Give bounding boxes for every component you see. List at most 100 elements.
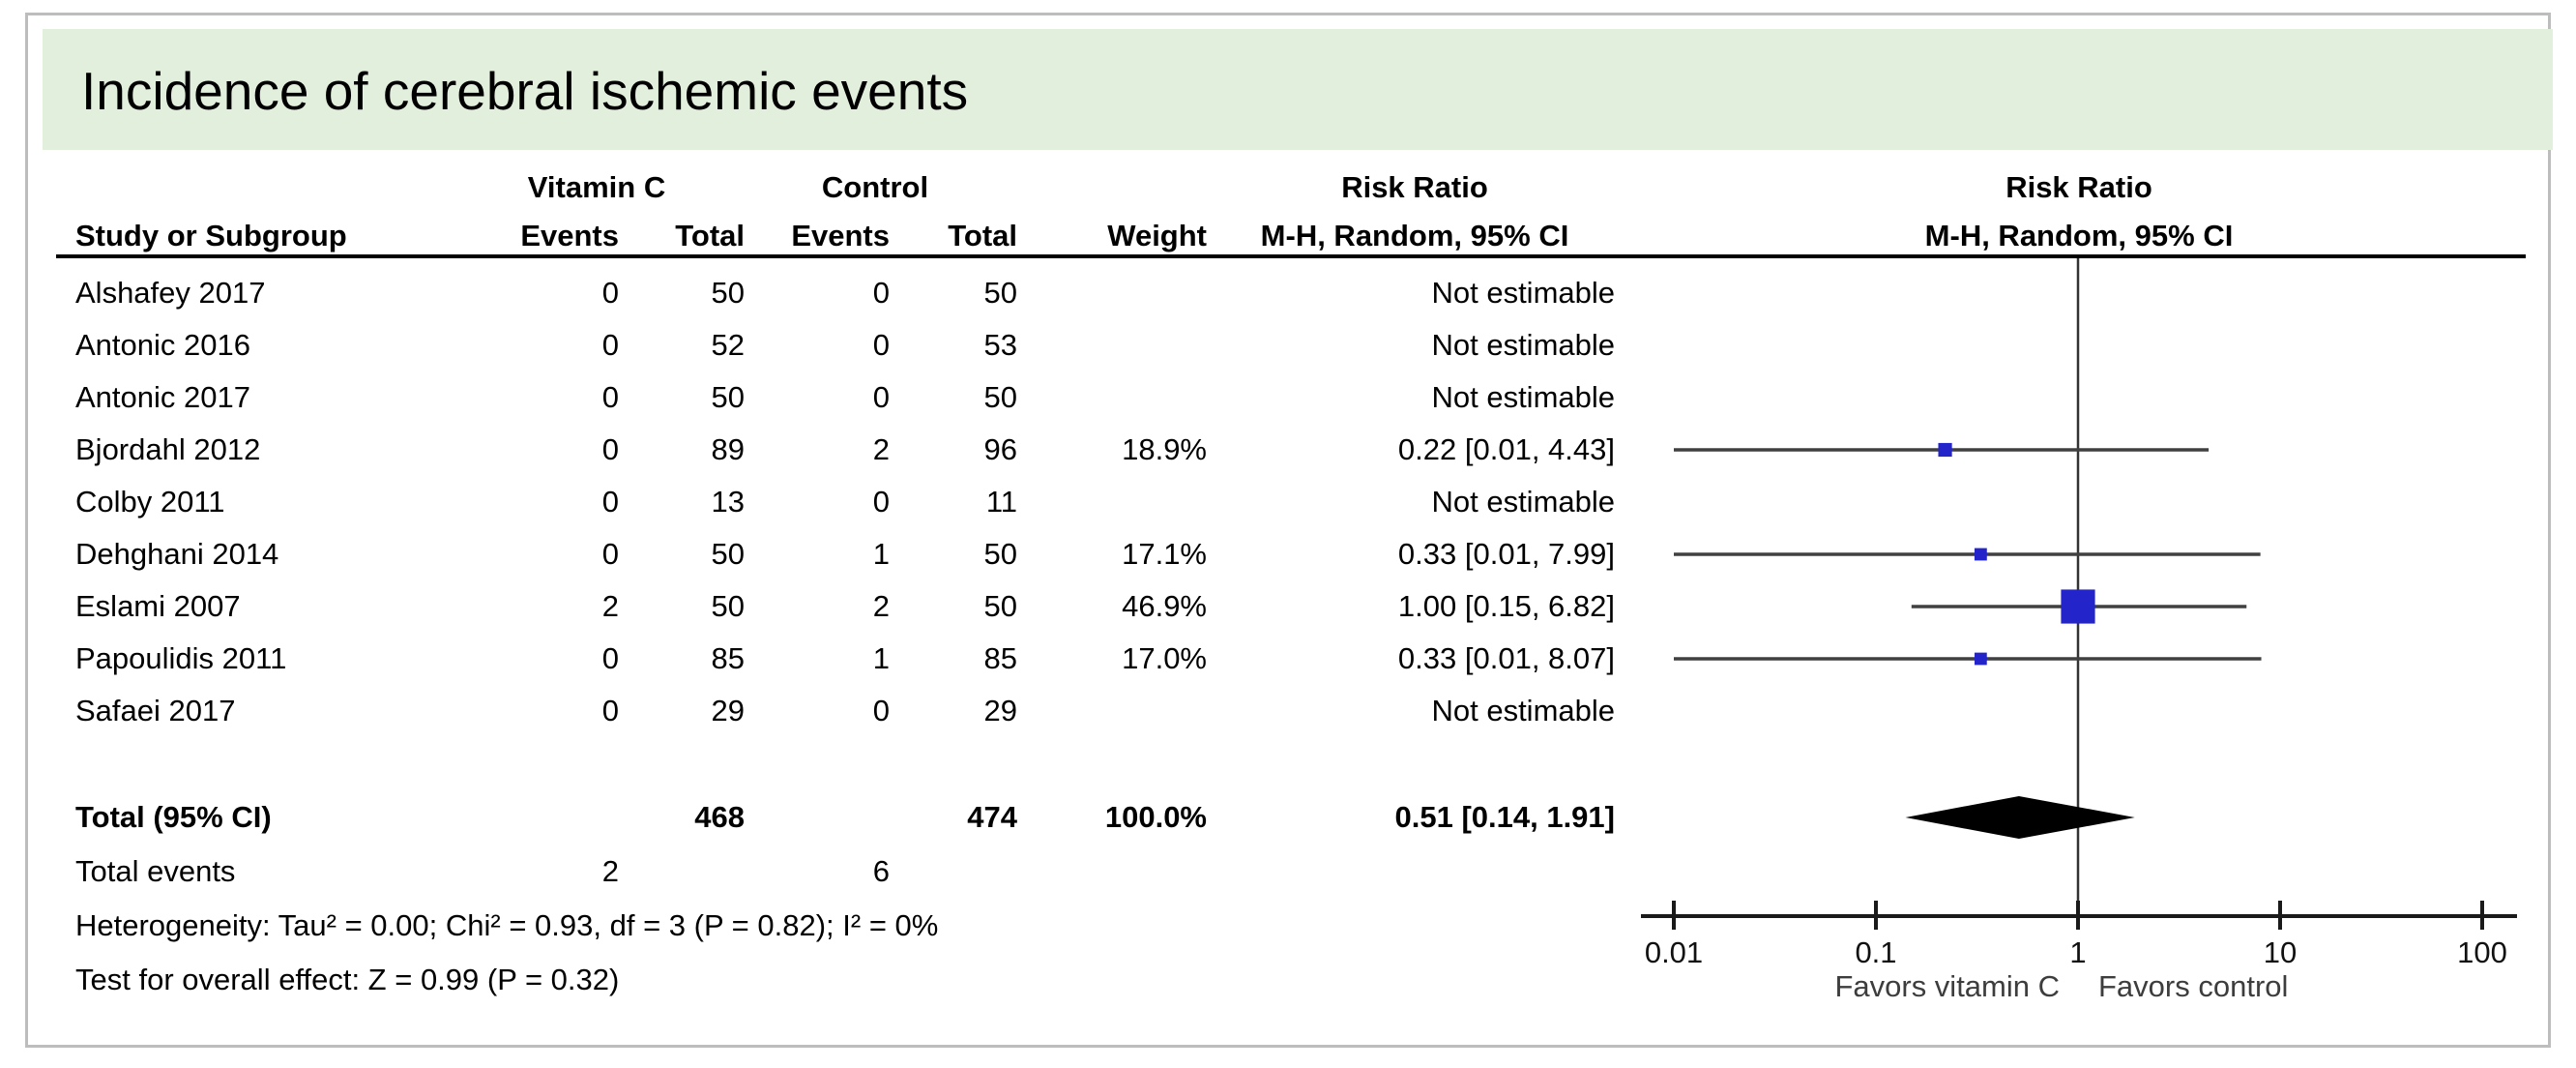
cell-total-vitc: 50 — [711, 276, 745, 310]
cell-study: Antonic 2016 — [75, 328, 250, 362]
cell-events-vitc: 0 — [601, 276, 619, 310]
table-row: Dehghani 2014 0 50 1 50 17.1% 0.33 [0.01, 7.99… — [0, 528, 2576, 580]
cell-risk-ratio: Not estimable — [1431, 276, 1615, 310]
cell-events-control: 1 — [872, 641, 890, 675]
cell-total-vitc: 50 — [711, 589, 745, 623]
table-row: Antonic 2017 0 50 0 50 Not estimable — [0, 371, 2576, 424]
column-header-mh-left: M-H, Random, 95% CI — [1260, 219, 1569, 252]
cell-total-control: 50 — [983, 537, 1017, 571]
cell-weight: 17.0% — [1122, 641, 1207, 675]
total-vitc-n: 468 — [694, 800, 745, 834]
group-header-risk-ratio-left: Risk Ratio — [1341, 170, 1488, 204]
group-header-vitamin-c: Vitamin C — [527, 170, 666, 204]
cell-events-control: 0 — [872, 328, 890, 362]
total-risk-ratio: 0.51 [0.14, 1.91] — [1394, 800, 1616, 834]
cell-study: Papoulidis 2011 — [75, 641, 287, 675]
cell-events-control: 1 — [872, 537, 890, 571]
column-header-total-vitc: Total — [675, 219, 745, 252]
cell-total-control: 11 — [985, 485, 1017, 519]
total-control-n: 474 — [967, 800, 1017, 834]
cell-study: Antonic 2017 — [75, 380, 250, 414]
heterogeneity-note: Heterogeneity: Tau² = 0.00; Chi² = 0.93,… — [75, 908, 939, 942]
total-row: Total (95% CI) 468 474 100.0% 0.51 [0.14… — [0, 791, 2576, 844]
cell-risk-ratio: 1.00 [0.15, 6.82] — [1397, 589, 1615, 623]
cell-total-vitc: 29 — [711, 694, 745, 727]
cell-events-control: 0 — [872, 485, 890, 519]
cell-events-control: 0 — [872, 276, 890, 310]
table-row: Safaei 2017 0 29 0 29 Not estimable — [0, 685, 2576, 737]
total-events-label: Total events — [75, 854, 236, 888]
cell-events-control: 2 — [872, 589, 890, 623]
cell-risk-ratio: Not estimable — [1431, 694, 1615, 727]
cell-study: Colby 2011 — [75, 485, 225, 519]
cell-total-vitc: 50 — [711, 380, 745, 414]
cell-risk-ratio: Not estimable — [1431, 380, 1615, 414]
table-row: Eslami 2007 2 50 2 50 46.9% 1.00 [0.15, 6.82] — [0, 580, 2576, 633]
cell-weight — [1042, 685, 1207, 737]
group-header-risk-ratio-right: Risk Ratio — [2005, 170, 2152, 204]
total-events-control: 6 — [872, 854, 890, 888]
cell-total-vitc: 89 — [711, 432, 745, 466]
cell-events-control: 2 — [872, 432, 890, 466]
total-weight: 100.0% — [1104, 800, 1207, 834]
cell-risk-ratio: 0.22 [0.01, 4.43] — [1397, 432, 1615, 466]
cell-events-vitc: 0 — [601, 537, 619, 571]
cell-events-vitc: 0 — [601, 380, 619, 414]
cell-events-vitc: 2 — [601, 589, 619, 623]
figure-title: Incidence of cerebral ischemic events — [81, 61, 969, 121]
cell-total-control: 53 — [983, 328, 1017, 362]
overall-effect-note: Test for overall effect: Z = 0.99 (P = 0… — [75, 963, 620, 996]
total-events-vitc: 2 — [601, 854, 619, 888]
title-bar: Incidence of cerebral ischemic events — [43, 29, 2553, 150]
group-header-control: Control — [821, 170, 929, 204]
cell-total-control: 50 — [983, 589, 1017, 623]
cell-total-control: 85 — [983, 641, 1017, 675]
cell-study: Dehghani 2014 — [75, 537, 279, 571]
cell-total-vitc: 50 — [711, 537, 745, 571]
table-row: Colby 2011 0 13 0 11 Not estimable — [0, 476, 2576, 528]
favors-left-label: Favors vitamin C — [1834, 969, 2060, 1003]
cell-total-control: 29 — [983, 694, 1017, 727]
cell-weight: 18.9% — [1122, 432, 1207, 466]
cell-risk-ratio: Not estimable — [1431, 485, 1615, 519]
cell-events-vitc: 0 — [601, 641, 619, 675]
cell-total-control: 50 — [983, 380, 1017, 414]
column-header-events-vitc: Events — [520, 219, 619, 252]
cell-risk-ratio: Not estimable — [1431, 328, 1615, 362]
cell-weight — [1042, 267, 1207, 319]
cell-study: Safaei 2017 — [75, 694, 236, 727]
cell-study: Eslami 2007 — [75, 589, 241, 623]
cell-total-vitc: 85 — [711, 641, 745, 675]
figure-frame — [25, 13, 2551, 1048]
total-label: Total (95% CI) — [75, 800, 272, 834]
cell-weight — [1042, 476, 1207, 528]
cell-events-vitc: 0 — [601, 485, 619, 519]
cell-study: Bjordahl 2012 — [75, 432, 261, 466]
cell-weight: 17.1% — [1122, 537, 1207, 571]
cell-events-vitc: 0 — [601, 694, 619, 727]
cell-weight: 46.9% — [1122, 589, 1207, 623]
cell-weight — [1042, 371, 1207, 424]
cell-events-control: 0 — [872, 380, 890, 414]
column-header-events-control: Events — [791, 219, 890, 252]
table-row: Antonic 2016 0 52 0 53 Not estimable — [0, 319, 2576, 371]
total-events-row: Total events 2 6 — [0, 846, 2576, 898]
cell-weight — [1042, 319, 1207, 371]
cell-total-control: 96 — [983, 432, 1017, 466]
cell-risk-ratio: 0.33 [0.01, 7.99] — [1397, 537, 1615, 571]
cell-total-vitc: 13 — [711, 485, 745, 519]
table-row: Alshafey 2017 0 50 0 50 Not estimable — [0, 267, 2576, 319]
cell-total-control: 50 — [983, 276, 1017, 310]
column-header-weight: Weight — [1107, 219, 1207, 252]
column-header-mh-right: M-H, Random, 95% CI — [1924, 219, 2234, 252]
favors-right-label: Favors control — [2098, 969, 2289, 1003]
column-header-study: Study or Subgroup — [75, 219, 347, 252]
cell-total-vitc: 52 — [711, 328, 745, 362]
cell-study: Alshafey 2017 — [75, 276, 266, 310]
cell-risk-ratio: 0.33 [0.01, 8.07] — [1397, 641, 1615, 675]
cell-events-control: 0 — [872, 694, 890, 727]
cell-events-vitc: 0 — [601, 328, 619, 362]
table-row: Papoulidis 2011 0 85 1 85 17.0% 0.33 [0.01, 8.… — [0, 633, 2576, 685]
table-row: Bjordahl 2012 0 89 2 96 18.9% 0.22 [0.01, 4.43… — [0, 424, 2576, 476]
